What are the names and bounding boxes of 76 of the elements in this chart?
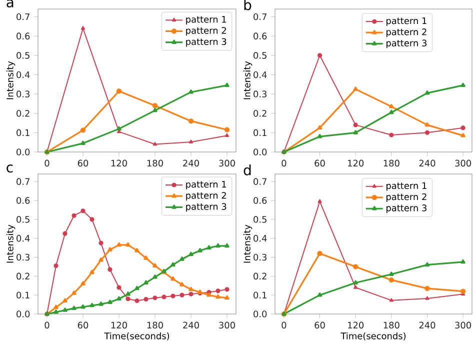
y-tick-label: 0.1 [16,129,30,136]
legend-label: pattern 3 [386,40,426,48]
x-tick-label: 300 [219,322,235,329]
y-tick-label: 0.3 [254,254,267,261]
y-tick-label: 0.6 [254,197,267,204]
x-tick-label: 240 [183,322,199,329]
x-tick-label: 240 [419,160,436,167]
x-tick-label: 60 [314,322,325,329]
y-tick-label: 0.3 [16,90,30,98]
x-tick-label: 0 [44,322,50,329]
x-tick-label: 0 [44,160,50,167]
legend-label: pattern 2 [386,193,426,202]
y-tick-label: 0.6 [254,32,267,40]
y-tick-label: 0.0 [16,310,30,318]
x-tick-label: 120 [348,322,364,329]
y-tick-label: 0.1 [254,129,266,136]
y-tick-label: 0.2 [16,272,30,280]
y-axis-title: Intensity [6,224,16,263]
x-tick-label: 240 [183,160,199,167]
chart-title: c [6,164,13,173]
x-tick-label: 120 [111,322,127,329]
y-tick-label: 0.2 [16,110,30,117]
y-tick-label: 0.5 [254,216,266,223]
y-axis-title: Intensity [6,61,16,100]
y-axis-title: Intensity [243,224,252,263]
x-axis-title: Time(seconds) [104,332,170,340]
x-tick-label: 120 [348,160,364,167]
x-tick-label: 240 [419,322,436,329]
legend-label: pattern 1 [386,17,426,26]
x-tick-label: 180 [147,322,163,329]
x-tick-label: 300 [219,160,235,167]
x-tick-label: 120 [111,160,127,167]
x-tick-label: 300 [455,322,472,329]
y-tick-label: 0.7 [16,178,30,185]
x-axis-title: Time(seconds) [340,332,406,340]
y-tick-label: 0.7 [254,13,266,20]
x-tick-label: 60 [78,160,88,167]
legend-label: pattern 3 [186,38,226,47]
y-tick-label: 0.6 [16,32,30,40]
y-tick-label: 0.5 [16,52,30,59]
x-tick-label: 300 [455,160,472,167]
y-tick-label: 0.2 [254,110,266,117]
x-tick-label: 0 [282,322,286,329]
y-tick-label: 0.4 [254,71,267,78]
y-tick-label: 0.5 [254,52,266,59]
y-tick-label: 0.0 [254,148,267,156]
x-tick-label: 60 [314,160,325,167]
y-tick-label: 0.3 [16,254,30,261]
y-tick-label: 0.4 [16,71,30,78]
x-tick-label: 180 [147,160,163,167]
legend-label: pattern 3 [386,204,426,214]
legend-label: pattern 2 [186,27,226,36]
chart-title: d [244,164,251,176]
y-tick-label: 0.5 [16,216,30,223]
y-tick-label: 0.7 [254,178,266,185]
legend-label: pattern 1 [186,16,226,24]
y-tick-label: 0.1 [254,292,266,298]
y-tick-label: 0.2 [254,272,266,280]
legend-label: pattern 2 [386,28,426,38]
legend-label: pattern 2 [186,192,226,201]
legend-label: pattern 1 [186,180,226,190]
y-tick-label: 0.6 [16,197,30,204]
y-axis-title: Intensity [243,61,252,100]
x-tick-label: 0 [282,160,286,167]
x-tick-label: 180 [384,160,400,167]
y-tick-label: 0.4 [16,234,30,242]
legend-label: pattern 3 [186,203,226,212]
legend-label: pattern 1 [386,182,426,191]
y-tick-label: 0.3 [254,90,267,98]
y-tick-label: 0.7 [16,13,30,20]
y-tick-label: 0.1 [16,292,30,298]
x-tick-label: 60 [78,322,88,329]
y-tick-label: 0.4 [254,234,267,242]
x-tick-label: 180 [384,322,400,329]
y-tick-label: 0.0 [16,148,30,156]
y-tick-label: 0.0 [254,310,267,318]
